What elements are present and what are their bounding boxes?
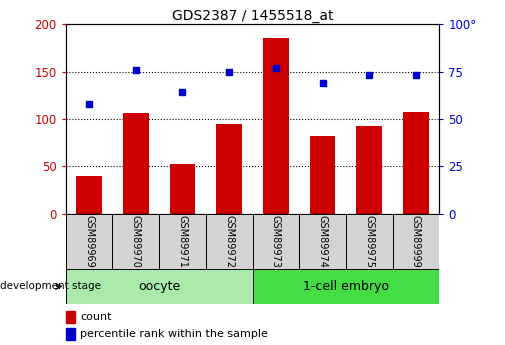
Text: GSM89974: GSM89974 bbox=[318, 215, 328, 268]
Bar bbox=[263, 38, 289, 214]
Bar bbox=[76, 176, 102, 214]
Point bbox=[178, 90, 186, 95]
Point bbox=[85, 101, 93, 107]
Bar bbox=[123, 113, 148, 214]
Bar bbox=[66, 310, 75, 323]
Bar bbox=[170, 164, 195, 214]
Point bbox=[132, 67, 140, 72]
Text: 1-cell embryo: 1-cell embryo bbox=[303, 280, 389, 293]
FancyBboxPatch shape bbox=[66, 269, 252, 304]
Point bbox=[319, 80, 327, 86]
FancyBboxPatch shape bbox=[346, 214, 393, 269]
Bar bbox=[216, 124, 242, 214]
FancyBboxPatch shape bbox=[66, 214, 113, 269]
Text: GSM89973: GSM89973 bbox=[271, 215, 281, 268]
Text: GSM89975: GSM89975 bbox=[364, 215, 374, 268]
FancyBboxPatch shape bbox=[159, 214, 206, 269]
Text: GSM89999: GSM89999 bbox=[411, 215, 421, 268]
Text: oocyte: oocyte bbox=[138, 280, 180, 293]
FancyBboxPatch shape bbox=[252, 214, 299, 269]
Bar bbox=[310, 136, 335, 214]
Text: GSM89969: GSM89969 bbox=[84, 215, 94, 268]
Point bbox=[272, 65, 280, 70]
Point bbox=[225, 69, 233, 74]
FancyBboxPatch shape bbox=[299, 214, 346, 269]
Bar bbox=[403, 112, 429, 214]
FancyBboxPatch shape bbox=[206, 214, 252, 269]
Point bbox=[412, 72, 420, 78]
Text: GSM89970: GSM89970 bbox=[131, 215, 141, 268]
Text: count: count bbox=[80, 312, 112, 322]
FancyBboxPatch shape bbox=[393, 214, 439, 269]
Text: GSM89971: GSM89971 bbox=[177, 215, 187, 268]
Point bbox=[365, 72, 373, 78]
Text: GSM89972: GSM89972 bbox=[224, 215, 234, 268]
FancyBboxPatch shape bbox=[113, 214, 159, 269]
Bar bbox=[66, 328, 75, 340]
Title: GDS2387 / 1455518_at: GDS2387 / 1455518_at bbox=[172, 9, 333, 23]
Text: development stage: development stage bbox=[0, 282, 101, 291]
Text: percentile rank within the sample: percentile rank within the sample bbox=[80, 329, 268, 339]
FancyBboxPatch shape bbox=[252, 269, 439, 304]
Bar bbox=[357, 126, 382, 214]
